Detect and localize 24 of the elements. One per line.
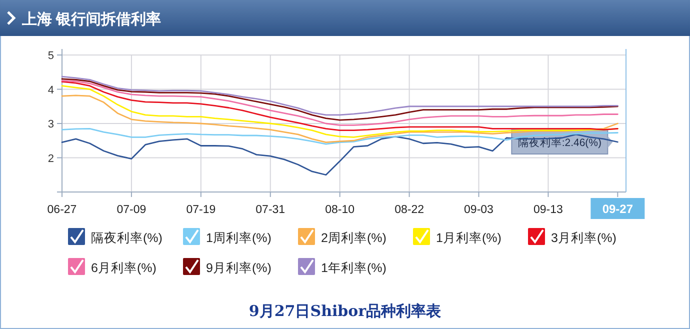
legend-label: 3月利率(%) bbox=[551, 230, 616, 245]
text: 9月27日Shibor品种利率表 bbox=[248, 302, 442, 320]
x-tick-label: 07-31 bbox=[256, 204, 286, 216]
x-tick-label: 09-13 bbox=[533, 204, 563, 216]
x-tick-label: 07-09 bbox=[116, 204, 146, 216]
y-tick-label: 5 bbox=[48, 50, 54, 62]
x-tick-label: 09-27 bbox=[602, 202, 634, 216]
legend-label: 6月利率(%) bbox=[91, 260, 156, 275]
x-tick-label: 06-27 bbox=[47, 204, 77, 216]
y-tick-label: 4 bbox=[48, 84, 54, 96]
legend-label: 1年利率(%) bbox=[321, 260, 386, 275]
legend-label: 2周利率(%) bbox=[321, 230, 386, 245]
chart-title: 上海 银行间拆借利率 bbox=[21, 10, 162, 28]
line-series bbox=[61, 134, 618, 176]
legend-label: 1月利率(%) bbox=[436, 230, 502, 245]
x-tick-label: 07-19 bbox=[186, 204, 216, 216]
legend-label: 隔夜利率(%) bbox=[91, 230, 162, 245]
x-tick-label: 08-10 bbox=[325, 204, 355, 216]
legend-label: 9月利率(%) bbox=[206, 260, 272, 275]
x-tick-label: 08-22 bbox=[394, 204, 424, 216]
y-tick-label: 3 bbox=[48, 118, 54, 130]
legend-label: 1周利率(%) bbox=[206, 230, 272, 245]
y-tick-label: 2 bbox=[48, 152, 54, 165]
x-tick-label: 09-03 bbox=[464, 204, 494, 216]
